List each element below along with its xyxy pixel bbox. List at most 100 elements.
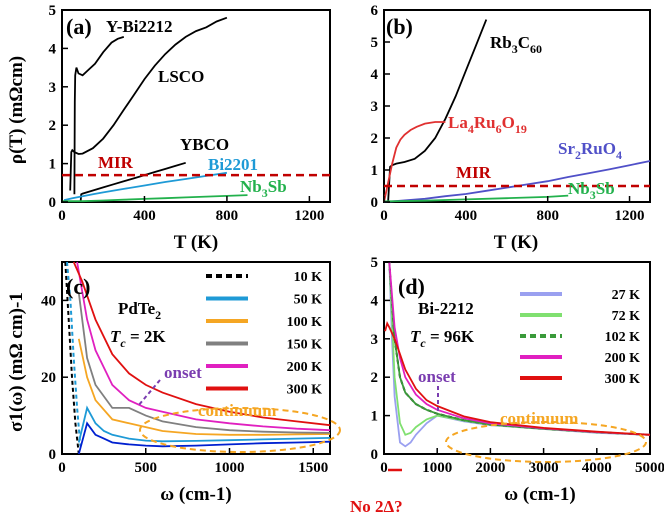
y-tick-label: 4 <box>371 293 379 309</box>
label-onset-d: onset <box>418 367 456 386</box>
label-pdte2: PdTe2 <box>118 299 161 322</box>
la-part1: La <box>448 113 468 132</box>
x-tick-label: 500 <box>135 460 158 476</box>
panel-d: (d) Bi-2212 Tc = 96K onset continuum No … <box>350 261 651 516</box>
legend-entry: 200 K <box>605 351 641 366</box>
x-tick-label: 0 <box>58 208 66 224</box>
x-tick-label: 400 <box>455 208 478 224</box>
sr-part2: 2 <box>575 148 581 162</box>
label-bi2212: Bi-2212 <box>418 299 474 318</box>
rb-part3: C <box>518 33 530 52</box>
legend-entry: 72 K <box>612 309 641 324</box>
panel-c: (c) PdTe2 Tc = 2K onset continuum 10 K 50… <box>61 261 341 455</box>
label-mir-a: MIR <box>98 153 134 172</box>
y-tick-label: 20 <box>41 370 56 386</box>
series-line-300-k <box>72 261 331 427</box>
pdte-part1: PdTe <box>118 299 156 318</box>
x-tick-label: 1500 <box>298 460 328 476</box>
legend-entry: 150 K <box>287 338 323 353</box>
sr-part3: RuO <box>581 139 616 158</box>
x-tick-label: 1000 <box>422 460 452 476</box>
nb3sb-a-part3: Sb <box>268 177 287 196</box>
y-tick-label: 0 <box>371 447 379 463</box>
la-part6: 19 <box>515 122 527 136</box>
y-tick-label: 0 <box>49 447 57 463</box>
x-tick-label: 0 <box>380 460 388 476</box>
series-line-10-k-base <box>77 421 331 455</box>
y-tick-label: 4 <box>49 41 57 57</box>
label-tc-d: Tc = 96K <box>410 327 475 350</box>
y-tick-label: 1 <box>371 163 379 179</box>
series-line-lsco <box>69 16 228 191</box>
y-tick-label: 2 <box>371 131 379 147</box>
x-tick-label: 0 <box>380 208 388 224</box>
label-y-bi2212: Y-Bi2212 <box>106 17 172 36</box>
y-tick-label: 40 <box>41 293 56 309</box>
label-lsco: LSCO <box>158 67 204 86</box>
series-line-bi2201 <box>63 171 228 201</box>
rb-part2: 3 <box>512 42 518 56</box>
panel-b-label: (b) <box>386 14 413 39</box>
label-nb3sb-b: Nb3Sb <box>568 179 615 202</box>
tc-d-part1: T <box>410 327 421 346</box>
panel-a-marks <box>62 16 330 203</box>
rb-part4: 60 <box>530 42 542 56</box>
panel-d-frame <box>383 261 651 455</box>
x-tick-label: 3000 <box>529 460 559 476</box>
panel-b: (b) Rb3C60 La4Ru6O19 Sr2RuO4 MIR Nb3Sb <box>383 9 651 203</box>
sr-part1: Sr <box>558 139 575 158</box>
y-tick-label: 3 <box>371 99 379 115</box>
tc-d-part3: = 96K <box>426 327 475 346</box>
series-line-300-k <box>384 320 651 436</box>
panel-a: (a) Y-Bi2212 LSCO YBCO Bi2201 MIR Nb3Sb <box>61 9 331 203</box>
la-part4: 6 <box>496 122 502 136</box>
legend-entry: 100 K <box>287 315 323 330</box>
x-tick-label: 800 <box>536 208 559 224</box>
ylabel-a: ρ(T) (mΩcm) <box>6 56 27 164</box>
y-tick-label: 1 <box>371 409 379 425</box>
label-onset-c: onset <box>164 363 202 382</box>
la-part3: Ru <box>474 113 496 132</box>
xlabel-b: T (K) <box>494 232 539 253</box>
x-tick-label: 5000 <box>635 460 664 476</box>
xlabel-d: ω (cm-1) <box>504 484 575 505</box>
legend-entry: 50 K <box>294 293 323 308</box>
tc-d-part2: c <box>420 336 426 350</box>
series-line-y-bi2212 <box>73 36 125 195</box>
label-continuum-c: continuum <box>198 401 276 420</box>
xlabel-a: T (K) <box>174 232 219 253</box>
series-line-200-k <box>76 261 331 432</box>
onset-arrow-c <box>137 379 161 407</box>
nb3sb-a-part2: 3 <box>262 186 268 200</box>
y-tick-label: 0 <box>371 195 379 211</box>
x-tick-label: 4000 <box>582 460 612 476</box>
nb3sb-a-part1: Nb <box>240 177 262 196</box>
tc-c-part2: c <box>120 336 126 350</box>
tc-c-part3: = 2K <box>126 327 167 346</box>
y-tick-label: 5 <box>371 35 379 51</box>
legend-entry: 200 K <box>287 360 323 375</box>
series-line-ybco <box>79 161 186 203</box>
sr-part4: 4 <box>616 148 622 162</box>
legend-d: 27 K 72 K 102 K 200 K 300 K <box>520 288 640 387</box>
x-tick-label: 400 <box>133 208 156 224</box>
y-tick-label: 1 <box>49 157 57 173</box>
series-line-nb3sb <box>62 194 248 203</box>
nb3sb-b-part3: Sb <box>596 179 615 198</box>
panel-d-marks <box>384 261 651 472</box>
panel-d-label: (d) <box>398 274 425 299</box>
la-part5: O <box>502 113 515 132</box>
label-la4ru6o19: La4Ru6O19 <box>448 113 527 136</box>
x-tick-label: 1200 <box>615 208 645 224</box>
y-tick-label: 4 <box>371 67 379 83</box>
panel-a-label: (a) <box>66 14 92 39</box>
y-tick-label: 2 <box>49 118 57 134</box>
pdte-part2: 2 <box>155 308 161 322</box>
y-tick-label: 5 <box>371 255 379 271</box>
label-no-gap: No 2Δ? <box>350 497 403 516</box>
series-line-100-k <box>77 338 331 436</box>
legend-entry: 102 K <box>605 330 641 345</box>
label-tc-c: Tc = 2K <box>110 327 166 350</box>
panel-a-frame <box>61 9 331 203</box>
